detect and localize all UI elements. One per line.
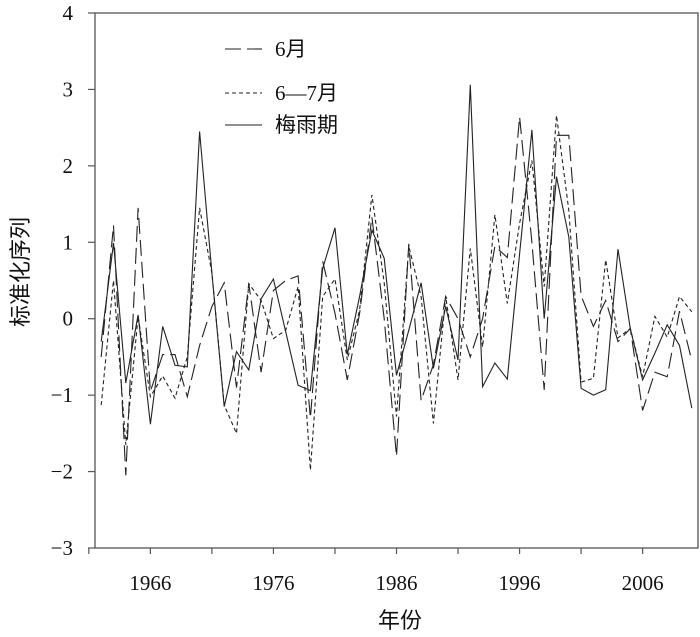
y-tick-label: 3 [63,77,74,101]
legend-label: 6—7月 [275,81,338,105]
series-line-1 [100,116,693,476]
series-line-3 [100,84,693,425]
y-tick-label: −1 [51,383,73,407]
legend-label: 6月 [275,37,307,61]
x-tick-label: 2006 [622,571,664,595]
x-tick-label: 1966 [129,571,171,595]
y-tick-label: 1 [63,230,74,254]
x-tick-label: 1986 [376,571,418,595]
y-tick-label: −3 [51,536,73,560]
x-tick-label: 1996 [499,571,541,595]
y-tick-label: 4 [63,1,74,25]
plot-frame [94,12,699,549]
y-tick-label: 2 [63,154,74,178]
y-tick-label: 0 [63,307,74,331]
x-tick-label: 1976 [252,571,294,595]
x-axis-title: 年份 [378,608,422,633]
y-axis-title: 标准化序列 [8,217,33,327]
legend-label: 梅雨期 [275,113,338,137]
series-line-2 [100,115,693,471]
y-tick-label: −2 [51,460,73,484]
axes: 4 3 2 1 0 −1 −2 −3 1966 1976 1986 1996 2006 [51,1,699,595]
series-lines [100,84,693,476]
